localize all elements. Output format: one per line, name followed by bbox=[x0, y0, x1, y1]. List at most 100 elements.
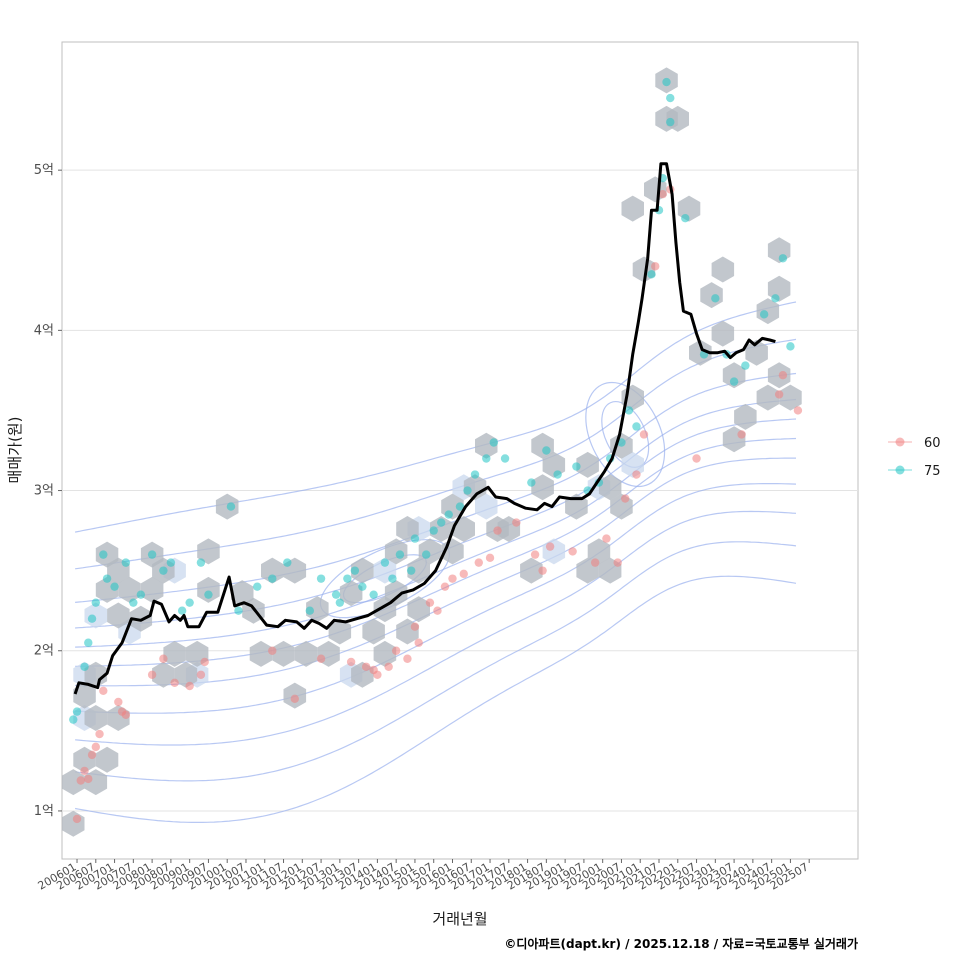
point-series-60 bbox=[493, 526, 502, 535]
point-series-60 bbox=[80, 766, 89, 776]
point-series-60 bbox=[185, 681, 194, 691]
hexbin bbox=[598, 474, 622, 501]
point-series-75 bbox=[463, 486, 472, 495]
point-series-60 bbox=[159, 654, 168, 663]
density-contour bbox=[75, 510, 797, 746]
point-series-75 bbox=[121, 558, 131, 567]
point-series-60 bbox=[778, 371, 788, 380]
point-series-75 bbox=[87, 614, 97, 623]
point-series-60 bbox=[316, 654, 326, 663]
hexbin bbox=[140, 576, 164, 603]
hexbin bbox=[197, 538, 220, 565]
point-series-75 bbox=[662, 77, 671, 87]
plot-panel bbox=[61, 41, 859, 860]
point-series-75 bbox=[624, 406, 634, 415]
point-series-60 bbox=[170, 678, 179, 687]
point-series-75 bbox=[632, 422, 641, 431]
point-series-75 bbox=[253, 582, 262, 591]
point-series-75 bbox=[343, 574, 352, 583]
hexbin bbox=[62, 769, 85, 796]
point-series-75 bbox=[711, 294, 720, 303]
point-series-60 bbox=[87, 750, 97, 760]
hexbin bbox=[531, 474, 554, 501]
hexbin bbox=[272, 640, 295, 667]
point-series-60 bbox=[99, 686, 108, 695]
point-series-75 bbox=[350, 566, 360, 575]
hexbin bbox=[351, 557, 374, 584]
point-series-75 bbox=[99, 550, 108, 559]
hexbin bbox=[231, 580, 254, 607]
point-series-60 bbox=[545, 542, 555, 551]
hexbin bbox=[565, 493, 588, 520]
hexbin bbox=[152, 661, 175, 688]
point-series-60 bbox=[793, 406, 803, 415]
hexbin bbox=[520, 557, 543, 584]
hexbin bbox=[197, 576, 220, 603]
point-series-60 bbox=[72, 814, 82, 824]
point-series-75 bbox=[80, 662, 89, 671]
point-series-75 bbox=[388, 574, 397, 583]
legend-label: 60 bbox=[924, 436, 941, 451]
hexbin bbox=[711, 256, 735, 283]
point-series-75 bbox=[406, 566, 416, 575]
point-series-75 bbox=[437, 518, 446, 527]
point-series-75 bbox=[204, 590, 213, 599]
hexbin bbox=[339, 580, 363, 607]
point-series-60 bbox=[538, 566, 547, 575]
point-series-60 bbox=[568, 547, 577, 556]
point-series-75 bbox=[185, 598, 194, 607]
hexbin bbox=[452, 516, 475, 542]
point-series-75 bbox=[666, 93, 675, 103]
point-series-60 bbox=[410, 622, 420, 631]
point-series-75 bbox=[455, 502, 465, 511]
density-contour bbox=[74, 301, 797, 533]
legend-key-point bbox=[895, 465, 905, 475]
point-series-75 bbox=[470, 470, 480, 479]
density-contour bbox=[75, 541, 797, 782]
point-series-75 bbox=[331, 590, 341, 599]
point-series-75 bbox=[422, 550, 431, 559]
point-series-60 bbox=[433, 606, 442, 615]
point-series-60 bbox=[268, 646, 277, 655]
point-series-75 bbox=[69, 715, 78, 724]
point-series-75 bbox=[226, 502, 236, 511]
point-series-60 bbox=[632, 470, 641, 479]
y-axis-ticks: 1억 2억 3억 4억 5억 bbox=[34, 163, 62, 819]
hexbin bbox=[328, 618, 352, 645]
point-series-75 bbox=[234, 606, 243, 615]
point-series-60 bbox=[639, 430, 649, 439]
hexbin bbox=[261, 557, 284, 584]
point-series-75 bbox=[395, 550, 405, 559]
hexbin bbox=[407, 557, 430, 584]
y-axis-title: 매매가(원) bbox=[6, 417, 24, 484]
point-series-75 bbox=[786, 342, 795, 351]
point-series-75 bbox=[136, 590, 146, 599]
point-series-60 bbox=[425, 598, 435, 607]
point-series-60 bbox=[621, 494, 630, 503]
point-series-75 bbox=[729, 377, 739, 386]
y-tick-label: 3억 bbox=[34, 484, 54, 499]
hexbin bbox=[734, 403, 757, 430]
point-series-60 bbox=[440, 582, 450, 591]
point-series-60 bbox=[290, 694, 299, 704]
point-series-75 bbox=[283, 558, 292, 567]
point-series-75 bbox=[268, 574, 277, 583]
point-series-60 bbox=[391, 646, 401, 655]
point-series-75 bbox=[617, 438, 626, 447]
legend-label: 75 bbox=[924, 464, 941, 479]
hexbin bbox=[756, 384, 780, 411]
hexbin bbox=[621, 195, 644, 222]
point-series-60 bbox=[403, 654, 412, 663]
point-series-75 bbox=[147, 550, 157, 559]
point-series-60 bbox=[384, 662, 393, 671]
hexbin bbox=[384, 580, 408, 607]
y-tick-label: 5억 bbox=[34, 163, 54, 178]
hexbin bbox=[745, 339, 768, 366]
hexbin bbox=[84, 661, 108, 688]
point-series-60 bbox=[692, 454, 701, 463]
hexbin bbox=[407, 596, 430, 623]
point-series-75 bbox=[482, 454, 491, 463]
point-series-75 bbox=[129, 598, 138, 607]
point-series-75 bbox=[500, 454, 510, 463]
